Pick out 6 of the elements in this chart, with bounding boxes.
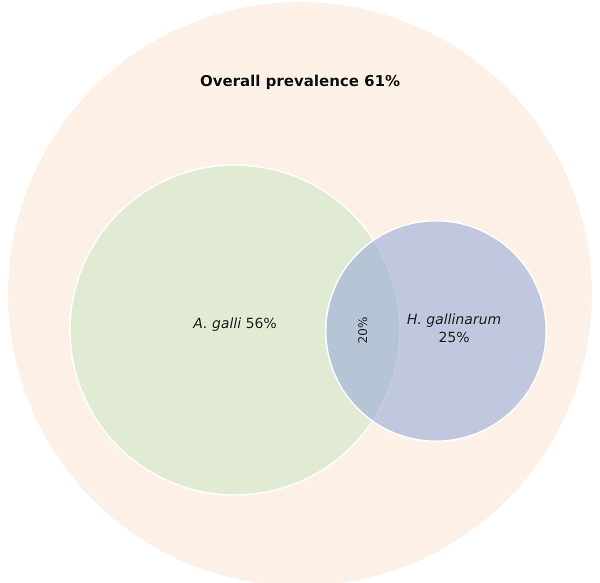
data-label: 56% <box>246 316 277 332</box>
category-label: A. galli <box>192 316 242 332</box>
text: Overall prevalence 61% <box>200 72 400 90</box>
category-label: H. gallinarum <box>406 312 502 328</box>
data-label: 25% <box>438 330 470 346</box>
text: 20% <box>356 316 370 344</box>
